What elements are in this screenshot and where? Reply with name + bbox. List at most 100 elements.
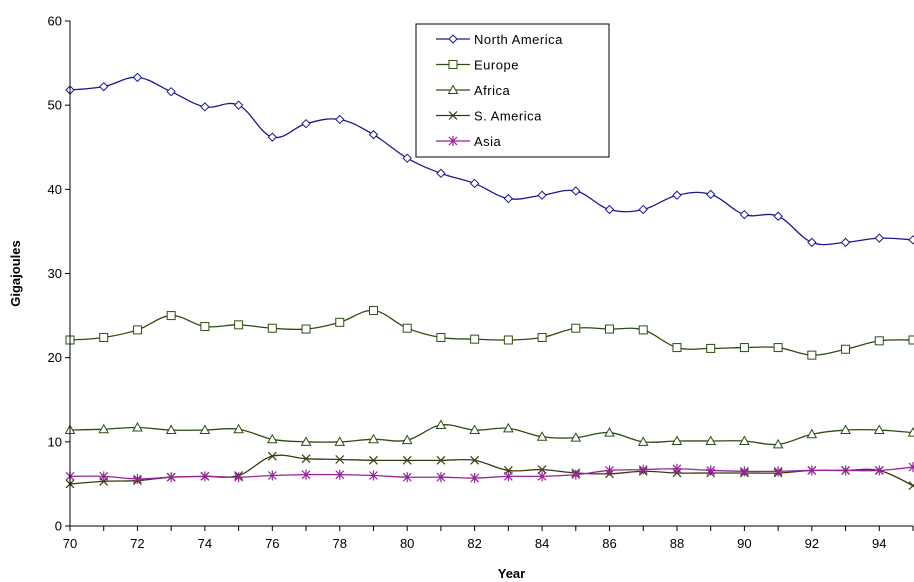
- data-point: [368, 433, 379, 444]
- legend-marker: [448, 34, 458, 44]
- data-point: [908, 235, 914, 245]
- data-point: [739, 209, 750, 220]
- data-point: [267, 470, 277, 481]
- data-point: [436, 168, 446, 179]
- data-point: [739, 435, 750, 445]
- legend: North America Europe Africa S. America Asia: [415, 23, 610, 158]
- y-tick-label: 20: [48, 350, 62, 365]
- data-point: [132, 422, 143, 432]
- x-tick-label: 86: [602, 536, 616, 551]
- data-point: [233, 100, 244, 110]
- data-point: [470, 334, 480, 344]
- data-point: [469, 178, 480, 189]
- legend-marker: [448, 111, 458, 120]
- data-point: [806, 428, 818, 439]
- data-point: [234, 472, 244, 483]
- data-point: [672, 190, 682, 200]
- data-point: [739, 466, 749, 477]
- x-tick-label: 84: [535, 536, 549, 551]
- x-tick-label: 90: [737, 536, 751, 551]
- data-point: [672, 343, 682, 353]
- data-point: [571, 323, 581, 333]
- data-point: [873, 424, 885, 435]
- data-point: [503, 193, 514, 204]
- data-point: [537, 465, 547, 475]
- data-point: [470, 455, 480, 465]
- data-point: [571, 186, 581, 196]
- data-point: [637, 436, 649, 446]
- data-point: [908, 481, 914, 491]
- data-point: [671, 435, 683, 445]
- data-point: [402, 472, 412, 483]
- data-point: [200, 471, 210, 482]
- data-point: [638, 204, 648, 215]
- data-point: [301, 469, 311, 480]
- data-point: [368, 129, 379, 140]
- y-tick-label: 30: [48, 266, 62, 281]
- data-point: [840, 424, 851, 435]
- data-point: [300, 436, 312, 446]
- data-point: [908, 335, 914, 345]
- data-point: [772, 438, 784, 449]
- data-point: [537, 190, 547, 200]
- legend-entry: Africa: [436, 83, 511, 98]
- data-point: [199, 424, 211, 435]
- data-point: [807, 465, 817, 476]
- data-point: [234, 320, 244, 330]
- data-point: [402, 455, 412, 465]
- data-point: [233, 423, 244, 434]
- x-tick-label: 72: [130, 536, 144, 551]
- data-point: [368, 306, 378, 316]
- data-point: [402, 153, 412, 163]
- y-axis-ticks: 0 10 20 30 40 50 60: [48, 14, 70, 534]
- y-axis-title: Gigajoules: [8, 240, 23, 306]
- legend-entry: S. America: [436, 109, 542, 124]
- data-point: [807, 237, 817, 248]
- data-point: [874, 233, 884, 243]
- data-point: [638, 325, 648, 335]
- data-point: [402, 323, 412, 333]
- data-point: [672, 463, 682, 474]
- legend-label: North America: [474, 32, 563, 47]
- x-tick-label: 94: [872, 536, 886, 551]
- data-point: [301, 324, 311, 334]
- data-point: [773, 211, 783, 221]
- data-point: [571, 469, 581, 480]
- data-point: [907, 427, 914, 437]
- legend-entry: North America: [436, 32, 563, 47]
- x-tick-label: 82: [467, 536, 481, 551]
- x-tick-label: 74: [198, 536, 212, 551]
- data-point: [470, 473, 480, 484]
- data-point: [132, 72, 143, 83]
- data-point: [166, 472, 176, 483]
- data-point: [841, 344, 851, 354]
- y-tick-label: 0: [55, 519, 62, 534]
- data-point: [605, 465, 614, 476]
- x-tick-label: 80: [400, 536, 414, 551]
- x-tick-label: 70: [63, 536, 77, 551]
- data-point: [537, 332, 547, 342]
- data-point: [267, 451, 277, 461]
- data-point: [165, 424, 177, 435]
- data-point: [807, 350, 817, 360]
- series-africa: [64, 419, 914, 449]
- series-line: [69, 309, 914, 356]
- data-point: [267, 132, 278, 142]
- x-tick-label: 88: [670, 536, 684, 551]
- data-point: [908, 462, 914, 473]
- data-point: [436, 455, 446, 465]
- data-point: [705, 189, 716, 200]
- data-point: [706, 343, 716, 353]
- data-point: [604, 427, 615, 437]
- data-point: [335, 469, 345, 480]
- x-axis-ticks: 70 72 74 76 78 80 82 84 86 88 90 92 94: [63, 526, 914, 551]
- legend-label: Europe: [474, 58, 519, 73]
- data-point: [334, 436, 346, 446]
- data-point: [267, 323, 277, 333]
- legend-label: Asia: [474, 134, 502, 149]
- legend-entry: Europe: [436, 58, 519, 73]
- data-point: [436, 332, 446, 342]
- legend-label: Africa: [474, 83, 511, 98]
- data-point: [132, 325, 142, 335]
- y-tick-label: 40: [48, 182, 62, 197]
